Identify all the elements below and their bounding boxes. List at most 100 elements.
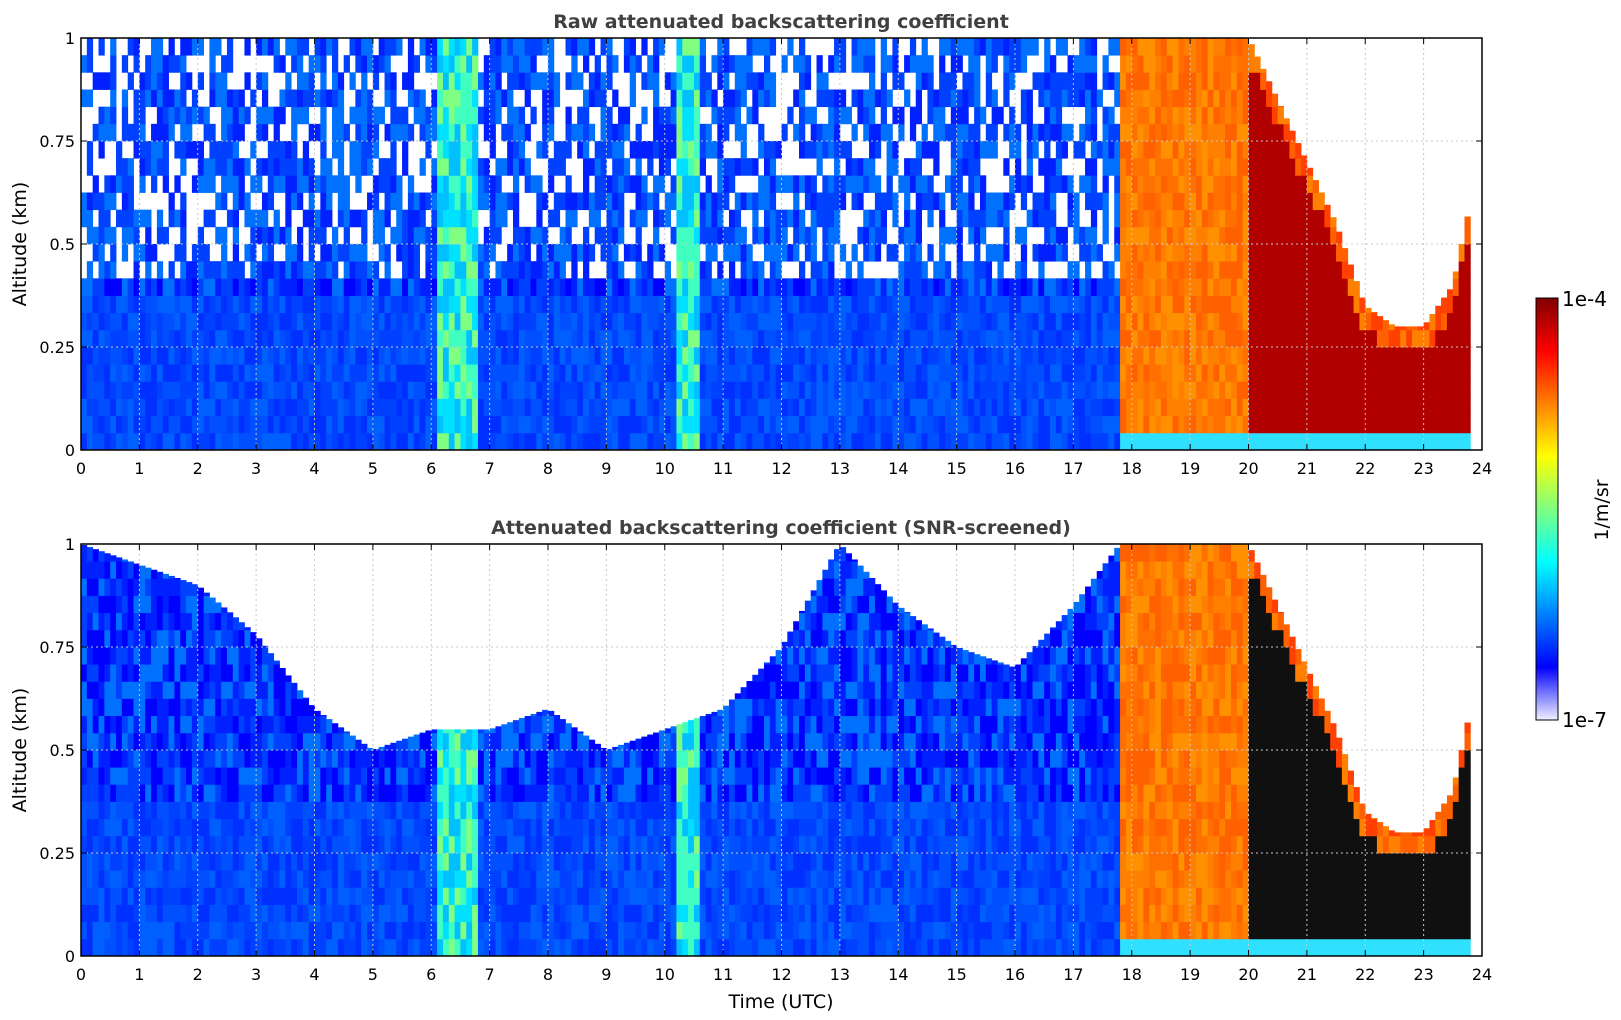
top-heatmap-cell	[1131, 244, 1138, 262]
top-heatmap-cell	[793, 226, 800, 245]
top-heatmap-cell	[985, 192, 993, 211]
top-heatmap-cell	[676, 38, 683, 56]
top-heatmap-cell	[1213, 89, 1220, 108]
top-heatmap-cell	[927, 141, 934, 159]
top-heatmap-cell	[1260, 381, 1267, 399]
top-heatmap-cell	[1026, 432, 1033, 450]
bottom-heatmap-cell	[145, 801, 152, 820]
top-heatmap-cell	[180, 278, 187, 296]
top-heatmap-cell	[86, 295, 94, 314]
top-heatmap-cell	[291, 398, 298, 417]
top-heatmap-cell	[1306, 329, 1314, 348]
top-y-tick-label: 1	[65, 29, 75, 48]
top-heatmap-cell	[1260, 72, 1267, 90]
top-heatmap-cell	[1120, 329, 1127, 348]
top-heatmap-cell	[472, 329, 479, 348]
top-heatmap-cell	[1201, 226, 1209, 245]
top-heatmap-cell	[658, 347, 666, 365]
top-heatmap-cell	[705, 381, 712, 399]
top-heatmap-cell	[565, 106, 572, 125]
bottom-heatmap-cell	[127, 732, 134, 751]
top-heatmap-cell	[1248, 175, 1255, 193]
top-heatmap-cell	[127, 209, 134, 228]
top-heatmap-cell	[676, 72, 683, 90]
bottom-heatmap-cell	[86, 904, 94, 923]
top-heatmap-cell	[442, 38, 450, 56]
top-heatmap-cell	[238, 261, 245, 279]
bottom-heatmap-cell	[81, 612, 88, 631]
top-heatmap-cell	[1236, 329, 1244, 348]
top-heatmap-cell	[641, 432, 648, 450]
top-heatmap-cell	[606, 364, 613, 382]
top-heatmap-cell	[1085, 261, 1092, 279]
top-heatmap-cell	[1149, 244, 1156, 262]
top-heatmap-cell	[1061, 72, 1068, 90]
top-heatmap-cell	[1266, 312, 1273, 331]
top-heatmap-cell	[501, 278, 508, 296]
top-heatmap-cell	[769, 295, 777, 314]
bottom-heatmap-cell	[104, 835, 111, 854]
top-heatmap-cell	[425, 398, 432, 417]
top-heatmap-cell	[291, 38, 298, 56]
top-heatmap-cell	[944, 329, 952, 348]
top-heatmap-cell	[1411, 432, 1419, 450]
top-heatmap-cell	[985, 347, 993, 365]
top-heatmap-cell	[530, 312, 537, 331]
top-heatmap-cell	[466, 55, 473, 73]
top-heatmap-cell	[186, 381, 193, 399]
top-heatmap-cell	[1225, 175, 1232, 193]
top-heatmap-cell	[793, 347, 800, 365]
top-heatmap-cell	[1248, 261, 1255, 279]
top-heatmap-cell	[886, 244, 893, 262]
top-heatmap-cell	[256, 123, 263, 142]
top-heatmap-cell	[1026, 312, 1033, 331]
top-heatmap-cell	[816, 158, 823, 176]
top-heatmap-cell	[1400, 432, 1407, 450]
top-heatmap-cell	[489, 175, 496, 193]
top-heatmap-cell	[402, 278, 409, 296]
top-heatmap-cell	[1248, 347, 1255, 365]
top-heatmap-cell	[968, 175, 975, 193]
top-heatmap-cell	[92, 312, 99, 331]
top-heatmap-cell	[1108, 158, 1115, 176]
top-heatmap-cell	[1324, 261, 1331, 279]
top-heatmap-cell	[612, 261, 619, 279]
top-heatmap-cell	[863, 123, 870, 142]
top-heatmap-cell	[1347, 329, 1354, 348]
top-heatmap-cell	[682, 244, 689, 262]
bottom-heatmap-cell	[151, 887, 158, 905]
top-heatmap-cell	[699, 278, 707, 296]
top-heatmap-cell	[1225, 123, 1232, 142]
top-heatmap-cell	[810, 312, 817, 331]
top-heatmap-cell	[472, 158, 479, 176]
top-heatmap-cell	[296, 72, 304, 90]
top-heatmap-cell	[1090, 415, 1098, 434]
top-heatmap-cell	[98, 244, 105, 262]
top-heatmap-cell	[548, 381, 555, 399]
top-heatmap-cell	[717, 55, 724, 73]
top-x-tick-label: 3	[251, 459, 261, 478]
top-heatmap-cell	[110, 278, 117, 296]
top-heatmap-cell	[308, 158, 315, 176]
top-heatmap-cell	[232, 209, 240, 228]
top-heatmap-cell	[1318, 261, 1325, 279]
top-heatmap-cell	[1172, 72, 1179, 90]
top-heatmap-cell	[524, 261, 531, 279]
top-heatmap-cell	[495, 226, 502, 245]
bottom-heatmap-cell	[116, 784, 123, 802]
top-heatmap-cell	[186, 364, 193, 382]
top-heatmap-cell	[752, 38, 759, 56]
top-heatmap-cell	[1411, 415, 1419, 434]
top-heatmap-cell	[372, 261, 380, 279]
top-heatmap-cell	[92, 278, 99, 296]
top-heatmap-cell	[512, 106, 520, 125]
top-heatmap-cell	[1149, 278, 1156, 296]
top-heatmap-cell	[606, 398, 613, 417]
top-heatmap-cell	[1160, 141, 1168, 159]
top-heatmap-cell	[728, 244, 736, 262]
top-heatmap-cell	[857, 89, 864, 108]
top-heatmap-cell	[676, 55, 683, 73]
top-heatmap-cell	[699, 364, 707, 382]
top-heatmap-cell	[693, 329, 701, 348]
top-heatmap-cell	[512, 244, 520, 262]
